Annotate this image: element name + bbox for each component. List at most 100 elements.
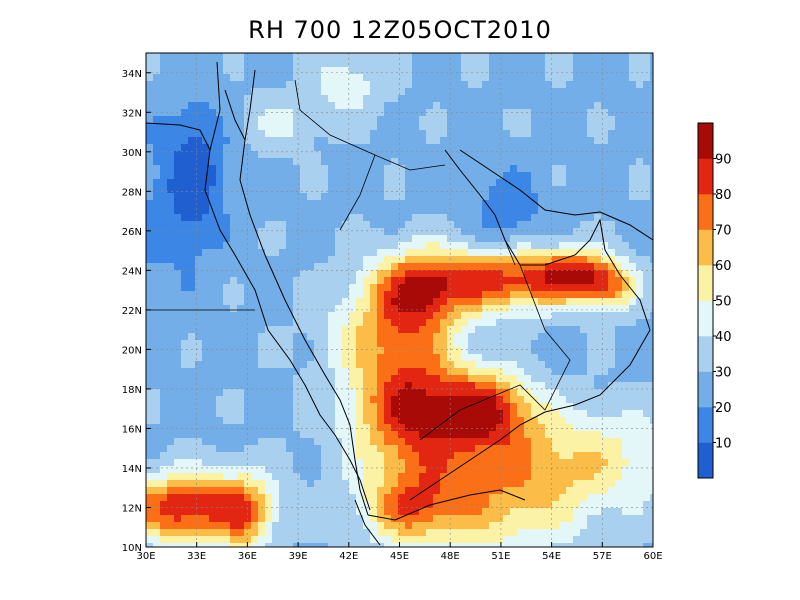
rh-cell [398, 438, 406, 446]
rh-cell [405, 354, 413, 362]
rh-cell [307, 116, 315, 124]
rh-cell [426, 382, 434, 390]
rh-cell [356, 123, 364, 131]
rh-cell [321, 277, 329, 285]
rh-cell [321, 53, 329, 61]
rh-cell [650, 270, 653, 278]
rh-cell [482, 340, 490, 348]
rh-cell [384, 144, 392, 152]
rh-cell [335, 151, 343, 159]
rh-cell [328, 347, 336, 355]
rh-cell [363, 158, 371, 166]
rh-cell [419, 368, 427, 376]
rh-cell [146, 466, 154, 474]
rh-cell [496, 445, 504, 453]
rh-cell [538, 53, 546, 61]
rh-cell [335, 116, 343, 124]
rh-cell [594, 298, 602, 306]
rh-cell [496, 403, 504, 411]
rh-cell [398, 193, 406, 201]
rh-cell [258, 144, 266, 152]
rh-cell [307, 319, 315, 327]
rh-cell [293, 228, 301, 236]
rh-cell [216, 60, 224, 68]
rh-cell [636, 81, 644, 89]
rh-cell [321, 312, 329, 320]
rh-cell [405, 431, 413, 439]
rh-cell [566, 522, 574, 530]
rh-cell [160, 130, 168, 138]
rh-cell [328, 424, 336, 432]
rh-cell [545, 319, 553, 327]
rh-cell [503, 214, 511, 222]
rh-cell [293, 508, 301, 516]
rh-cell [356, 186, 364, 194]
rh-cell [258, 417, 266, 425]
rh-cell [440, 60, 448, 68]
rh-cell [629, 158, 637, 166]
rh-cell [531, 340, 539, 348]
rh-cell [244, 130, 252, 138]
rh-cell [412, 221, 420, 229]
rh-cell [153, 340, 161, 348]
rh-cell [426, 116, 434, 124]
rh-cell [461, 522, 469, 530]
rh-cell [181, 410, 189, 418]
rh-cell [517, 298, 525, 306]
rh-cell [636, 312, 644, 320]
rh-cell [566, 298, 574, 306]
rh-cell [503, 494, 511, 502]
rh-cell [629, 494, 637, 502]
rh-cell [307, 228, 315, 236]
rh-cell [489, 60, 497, 68]
rh-cell [566, 158, 574, 166]
rh-cell [146, 508, 154, 516]
rh-cell [517, 417, 525, 425]
rh-cell [531, 445, 539, 453]
rh-cell [174, 130, 182, 138]
rh-cell [475, 522, 483, 530]
rh-cell [293, 354, 301, 362]
rh-cell [286, 179, 294, 187]
rh-cell [496, 221, 504, 229]
rh-cell [601, 522, 609, 530]
rh-cell [454, 501, 462, 509]
rh-cell [244, 186, 252, 194]
rh-cell [188, 151, 196, 159]
rh-cell [174, 326, 182, 334]
rh-cell [629, 137, 637, 145]
rh-cell [545, 403, 553, 411]
rh-cell [181, 277, 189, 285]
rh-cell [517, 242, 525, 250]
rh-cell [398, 473, 406, 481]
rh-cell [167, 438, 175, 446]
rh-cell [321, 487, 329, 495]
rh-cell [328, 515, 336, 523]
rh-cell [643, 431, 651, 439]
rh-cell [587, 116, 595, 124]
rh-cell [377, 67, 385, 75]
rh-cell [363, 396, 371, 404]
rh-cell [461, 515, 469, 523]
rh-cell [307, 298, 315, 306]
rh-cell [496, 67, 504, 75]
rh-cell [265, 53, 273, 61]
rh-cell [195, 389, 203, 397]
rh-cell [643, 116, 651, 124]
rh-cell [552, 179, 560, 187]
rh-cell [188, 137, 196, 145]
rh-cell [454, 333, 462, 341]
rh-cell [580, 74, 588, 82]
rh-cell [510, 501, 518, 509]
rh-cell [412, 438, 420, 446]
rh-cell [594, 67, 602, 75]
rh-cell [531, 172, 539, 180]
rh-cell [454, 88, 462, 96]
rh-cell [202, 368, 210, 376]
rh-cell [426, 396, 434, 404]
rh-cell [468, 158, 476, 166]
rh-cell [426, 144, 434, 152]
rh-cell [349, 361, 357, 369]
rh-cell [503, 165, 511, 173]
rh-cell [223, 305, 231, 313]
